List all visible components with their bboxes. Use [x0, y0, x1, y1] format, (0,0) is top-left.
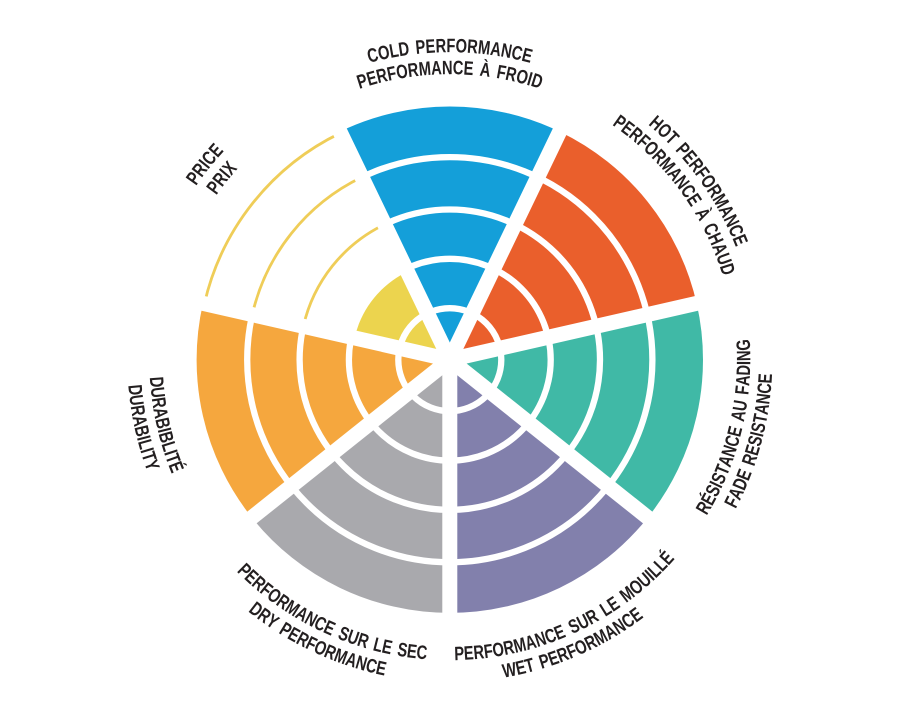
- svg-text:I: I: [136, 445, 159, 455]
- svg-text:I: I: [132, 433, 155, 443]
- svg-text:O: O: [455, 34, 467, 57]
- svg-text:U: U: [146, 386, 170, 399]
- svg-text:C: C: [753, 382, 776, 395]
- svg-text:F: F: [495, 60, 508, 84]
- svg-text:O: O: [394, 59, 409, 83]
- svg-text:C: C: [453, 56, 464, 79]
- svg-text:E: E: [406, 639, 419, 663]
- svg-text:R: R: [504, 62, 520, 86]
- svg-text:D: D: [145, 376, 168, 388]
- svg-text:P: P: [454, 642, 465, 665]
- svg-text:F: F: [730, 384, 753, 395]
- svg-text:N: N: [499, 39, 514, 63]
- svg-text:R: R: [501, 635, 516, 659]
- svg-text:F: F: [482, 639, 494, 663]
- svg-text:R: R: [472, 640, 485, 664]
- svg-text:E: E: [425, 34, 436, 57]
- svg-text:A: A: [731, 374, 754, 387]
- svg-text:À: À: [479, 58, 493, 82]
- svg-text:A: A: [128, 413, 152, 428]
- svg-text:F: F: [446, 34, 455, 57]
- svg-text:R: R: [147, 396, 171, 410]
- svg-text:A: A: [750, 402, 774, 416]
- svg-text:O: O: [376, 40, 392, 64]
- svg-text:R: R: [126, 403, 150, 418]
- svg-text:O: O: [491, 637, 506, 661]
- svg-text:I: I: [732, 361, 755, 365]
- svg-text:U: U: [728, 399, 752, 413]
- svg-text:G: G: [732, 339, 755, 352]
- svg-text:E: E: [753, 373, 776, 384]
- svg-text:I: I: [160, 447, 183, 458]
- svg-text:D: D: [732, 364, 755, 375]
- svg-text:B: B: [151, 415, 175, 430]
- svg-text:E: E: [374, 656, 388, 680]
- svg-text:I: I: [153, 425, 176, 434]
- svg-text:R: R: [435, 34, 447, 57]
- svg-text:U: U: [125, 393, 149, 406]
- svg-text:E: E: [380, 635, 394, 659]
- svg-text:R: R: [466, 35, 479, 58]
- svg-text:D: D: [397, 37, 411, 61]
- svg-text:D: D: [124, 383, 147, 396]
- svg-text:B: B: [130, 423, 154, 438]
- svg-text:A: A: [149, 406, 173, 421]
- svg-text:A: A: [726, 408, 750, 423]
- svg-text:P: P: [414, 35, 426, 58]
- svg-text:M: M: [477, 35, 492, 59]
- svg-text:R: R: [406, 58, 420, 82]
- svg-text:I: I: [525, 67, 535, 90]
- svg-text:A: A: [489, 37, 503, 61]
- svg-text:S: S: [396, 638, 409, 662]
- svg-text:O: O: [514, 64, 531, 89]
- svg-text:C: C: [510, 41, 525, 65]
- svg-text:W: W: [500, 657, 518, 682]
- svg-text:S: S: [746, 420, 770, 434]
- svg-text:N: N: [442, 56, 453, 79]
- svg-text:E: E: [463, 56, 474, 79]
- svg-text:E: E: [463, 641, 474, 664]
- svg-text:F: F: [385, 61, 398, 85]
- svg-text:C: C: [416, 640, 429, 663]
- svg-text:N: N: [751, 392, 775, 405]
- svg-text:M: M: [418, 57, 432, 81]
- svg-text:N: N: [732, 350, 755, 361]
- svg-text:M: M: [511, 633, 528, 658]
- svg-text:A: A: [431, 56, 443, 79]
- svg-text:I: I: [745, 429, 768, 438]
